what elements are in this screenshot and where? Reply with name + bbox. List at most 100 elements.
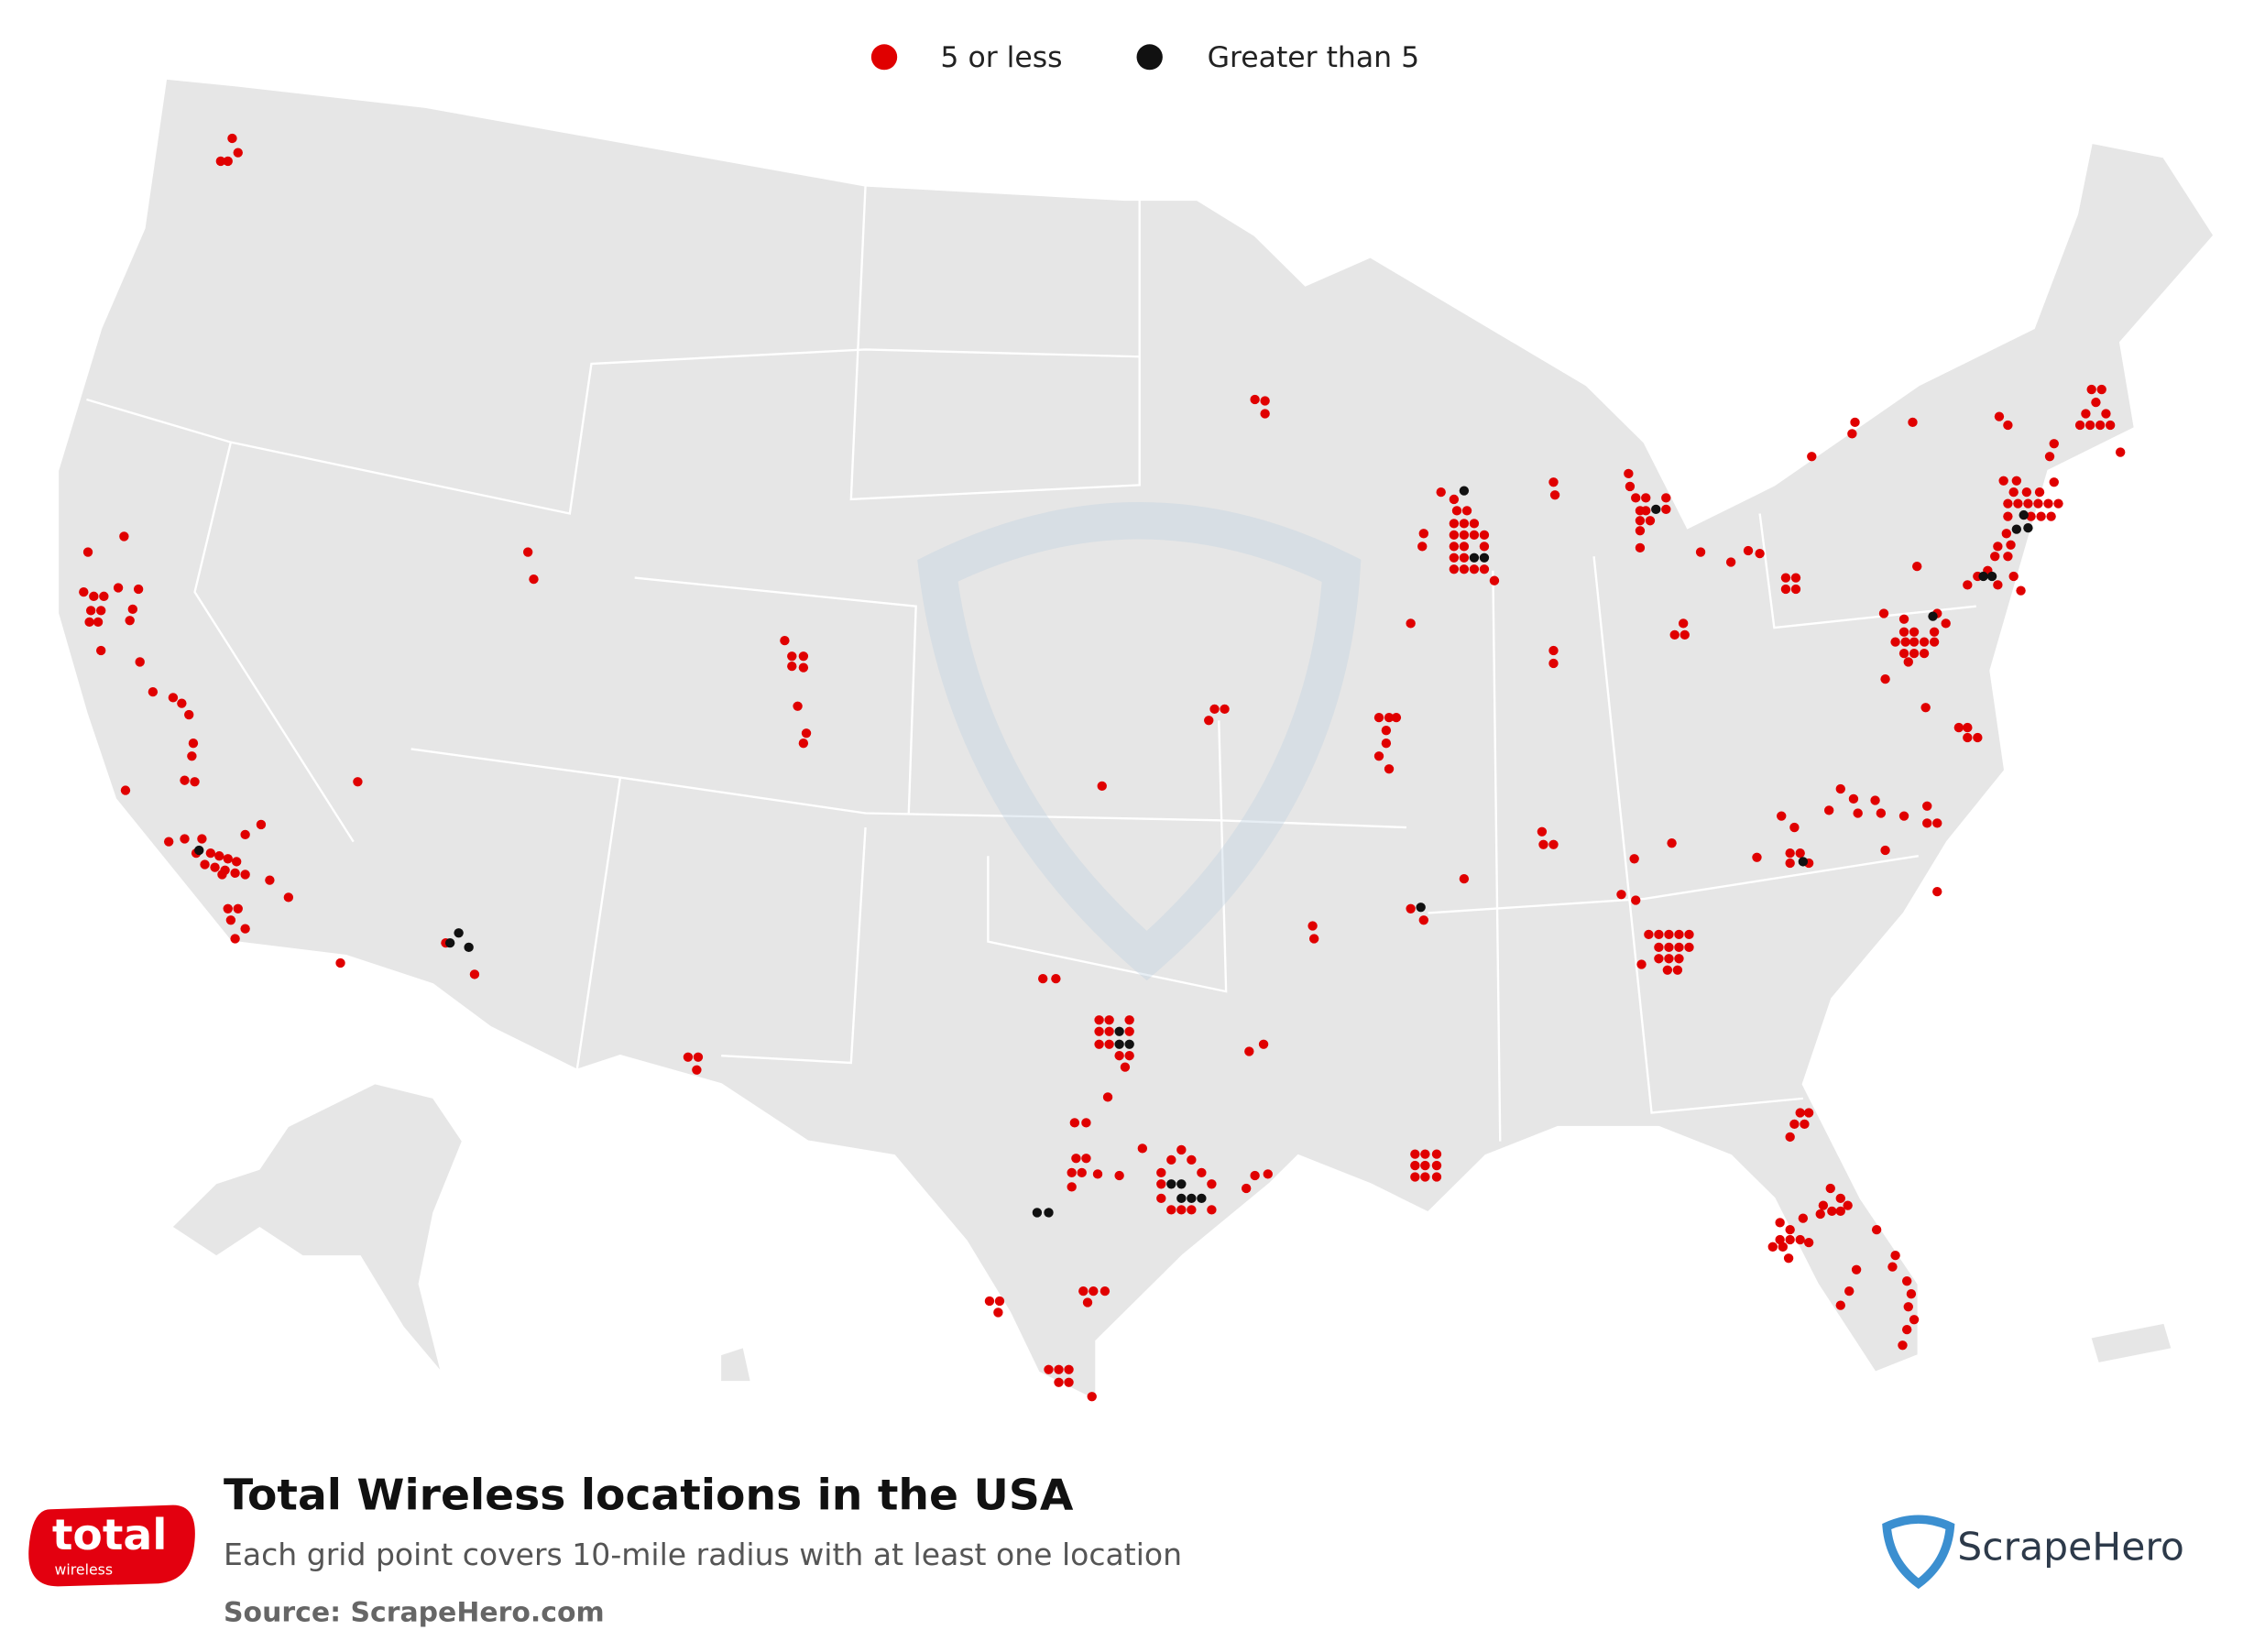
location-dot-small xyxy=(1880,673,1890,684)
location-dot-small xyxy=(2034,487,2045,498)
puerto-rico xyxy=(2091,1323,2172,1362)
location-dot-small xyxy=(2013,498,2023,509)
location-dot-small xyxy=(1835,1193,1845,1204)
location-dot-small xyxy=(2016,585,2026,596)
location-dot-small xyxy=(2049,439,2059,449)
location-dot-small xyxy=(1459,530,1470,541)
location-dot-small xyxy=(133,584,144,595)
source: Source: ScrapeHero.com xyxy=(224,1597,605,1629)
location-dot-small xyxy=(1909,1315,1920,1325)
location-dot-small xyxy=(200,859,210,870)
location-dot-small xyxy=(1803,1238,1814,1248)
location-dot-small xyxy=(1625,481,1636,492)
location-dot-large xyxy=(2023,522,2033,533)
location-dot-small xyxy=(2023,498,2033,509)
location-dot-small xyxy=(1459,542,1470,552)
location-dot-small xyxy=(240,870,250,880)
location-dot-small xyxy=(1156,1167,1166,1177)
location-dot-small xyxy=(1258,1039,1269,1049)
location-dot-small xyxy=(1069,1118,1080,1128)
location-dot-small xyxy=(1038,973,1048,984)
location-dot-small xyxy=(529,574,539,585)
location-dot-small xyxy=(1993,580,2003,590)
location-dot-small xyxy=(227,133,237,144)
location-dot-small xyxy=(1844,1285,1855,1296)
location-dot-small xyxy=(1479,530,1490,541)
location-dot-small xyxy=(1373,751,1384,761)
location-dot-small xyxy=(469,969,480,979)
location-dot-small xyxy=(1835,783,1845,794)
location-dot-large xyxy=(1114,1039,1124,1049)
location-dot-small xyxy=(1898,614,1909,624)
location-dot-small xyxy=(1197,1167,1207,1177)
location-dot-small xyxy=(1906,1289,1917,1299)
location-dot-small xyxy=(1920,703,1931,713)
location-dot-small xyxy=(1664,954,1674,964)
location-dot-small xyxy=(1114,1051,1124,1061)
location-dot-small xyxy=(1373,713,1384,723)
location-dot-small xyxy=(2081,409,2091,419)
location-dot-small xyxy=(1674,942,1684,952)
location-dot-small xyxy=(2044,452,2055,462)
location-dot-small xyxy=(1909,627,1920,637)
location-dot-small xyxy=(1919,637,1930,647)
location-dot-small xyxy=(1929,637,1940,647)
location-dot-small xyxy=(1775,1234,1785,1245)
location-dots xyxy=(79,133,2126,1402)
location-dot-large xyxy=(1479,552,1490,563)
location-dot-small xyxy=(1843,1200,1853,1210)
watermark-shield xyxy=(917,502,1362,981)
location-dot-small xyxy=(1250,1170,1260,1181)
location-dot-small xyxy=(1094,1015,1104,1025)
location-dot-small xyxy=(1418,915,1429,925)
location-dot-small xyxy=(1661,493,1671,503)
location-dot-small xyxy=(1308,921,1318,931)
location-dot-small xyxy=(127,604,138,614)
location-dot-small xyxy=(1848,793,1859,804)
state-border xyxy=(634,576,917,814)
location-dot-large xyxy=(1798,857,1809,867)
location-dot-small xyxy=(1260,409,1270,419)
location-dot-small xyxy=(2053,498,2063,509)
legend-swatch xyxy=(870,44,898,71)
location-dot-small xyxy=(223,156,233,167)
location-dot-small xyxy=(1449,542,1460,552)
location-dot-small xyxy=(184,709,194,720)
location-dot-small xyxy=(1420,1149,1430,1159)
location-dot-small xyxy=(177,698,187,708)
location-dot-small xyxy=(1244,1046,1254,1056)
location-dot-small xyxy=(1064,1377,1074,1387)
location-dot-small xyxy=(1789,1119,1800,1130)
location-dot-small xyxy=(230,934,240,944)
location-dot-small xyxy=(1263,1169,1273,1179)
location-dot-small xyxy=(120,785,131,795)
location-dot-small xyxy=(1381,738,1392,749)
location-dot-small xyxy=(1785,1132,1795,1143)
location-dot-small xyxy=(1929,627,1940,637)
location-dot-small xyxy=(85,606,96,616)
location-dot-small xyxy=(190,777,200,787)
location-dot-small xyxy=(1124,1015,1134,1025)
state-borders xyxy=(86,185,1976,1142)
location-dot-small xyxy=(2026,511,2036,521)
location-dot-small xyxy=(1993,542,2003,552)
location-dot-small xyxy=(1479,542,1490,552)
location-dot-small xyxy=(2021,487,2032,498)
location-dot-small xyxy=(1684,929,1694,939)
location-dot-small xyxy=(1785,1224,1795,1235)
location-dot-small xyxy=(1418,529,1429,539)
location-dot-small xyxy=(217,870,227,880)
location-dot-small xyxy=(99,591,109,601)
location-dot-small xyxy=(787,661,797,672)
location-dot-small xyxy=(1994,411,2005,421)
location-dot-small xyxy=(353,777,363,787)
location-dot-small xyxy=(205,848,216,859)
location-dot-small xyxy=(1635,526,1646,536)
location-dot-small xyxy=(798,738,809,749)
location-dot-large xyxy=(2019,509,2029,520)
location-dot-large xyxy=(1176,1193,1187,1204)
location-dot-small xyxy=(1783,1253,1794,1264)
location-dot-small xyxy=(2105,420,2116,431)
